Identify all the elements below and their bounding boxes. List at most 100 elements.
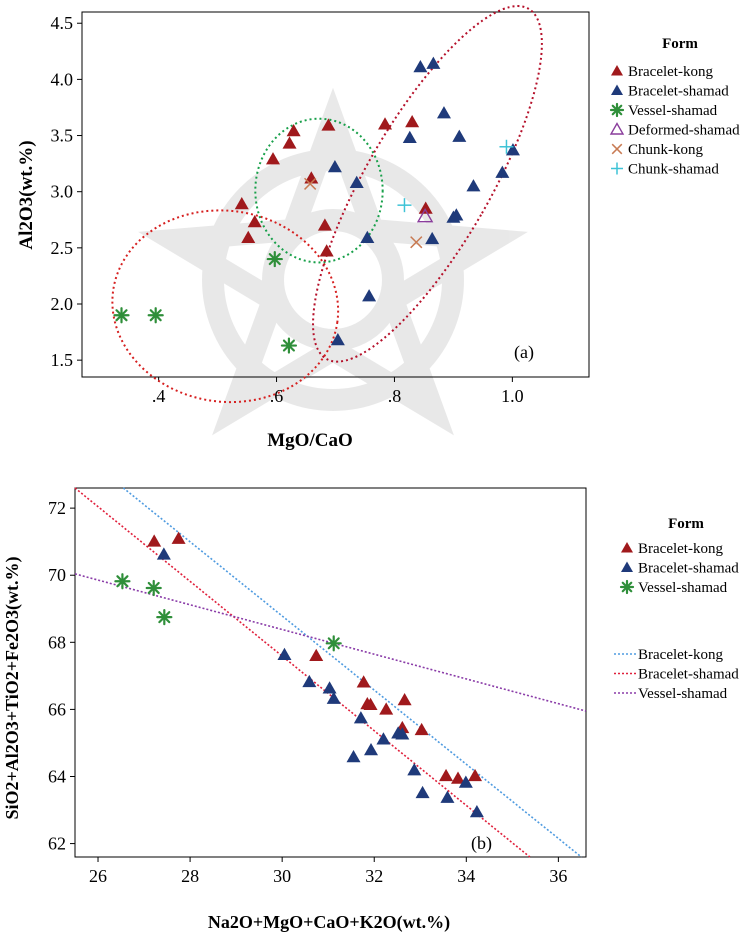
point-deformed-shamad	[416, 207, 434, 223]
point-bracelet-kong	[379, 702, 394, 715]
panel-b-x-label: Na2O+MgO+CaO+K2O(wt.%)	[208, 912, 450, 933]
point-bracelet-kong	[360, 697, 375, 710]
point-vessel-shamad-stroke	[149, 309, 162, 322]
group-ellipse-2	[254, 117, 384, 264]
point-bracelet-kong	[468, 768, 483, 782]
legend-marker-chunk-kong-stroke	[611, 143, 623, 155]
point-vessel-shamad	[113, 307, 130, 324]
point-bracelet-kong	[171, 531, 186, 544]
legend-marker-bracelet-kong	[621, 542, 633, 553]
point-bracelet-shamad	[469, 805, 484, 818]
panel-a-axes: .4 .6 .8 1.0 1.5 2.0 2.5 3.0 3.5 4.0 4.5	[51, 13, 524, 406]
x-tick-label: 1.0	[501, 386, 524, 406]
point-vessel-shamad	[145, 579, 162, 597]
panel-a-points	[113, 56, 520, 354]
point-vessel-shamad-stroke	[158, 611, 171, 624]
point-bracelet-shamad	[466, 179, 481, 192]
trend-line-bracelet-shamad	[74, 487, 531, 858]
y-tick-label: 2.5	[51, 238, 74, 258]
y-tick-label: 1.5	[51, 350, 74, 370]
y-tick-label: 70	[48, 565, 66, 585]
point-vessel-shamad	[156, 609, 173, 626]
point-bracelet-shamad	[505, 143, 520, 156]
point-bracelet-kong	[405, 115, 420, 128]
x-tick-label: .8	[388, 386, 402, 406]
point-bracelet-shamad	[349, 175, 364, 188]
y-tick-label: 64	[48, 766, 66, 786]
point-bracelet-kong	[356, 675, 371, 688]
point-bracelet-kong	[309, 648, 324, 661]
watermark-emblem	[138, 87, 528, 436]
point-bracelet-shamad	[495, 165, 510, 178]
legend-marker-vessel-shamad	[609, 102, 625, 118]
panel-b-y-label: SiO2+Al2O3+TiO2+Fe2O3(wt.%)	[2, 557, 23, 820]
panel-b-points	[114, 531, 484, 818]
panel-a-y-label: Al2O3(wt.%)	[16, 140, 37, 249]
panel-a-legend-title: Form	[662, 36, 698, 52]
point-bracelet-kong	[147, 534, 162, 547]
point-vessel-shamad-stroke	[147, 581, 160, 595]
legend-marker-vessel-shamad	[619, 579, 635, 595]
panel-b-axes: 26 28 30 32 34 36 62 64 66 68 70 72	[48, 498, 567, 886]
panel-a-frame	[81, 11, 590, 378]
legend-marker-deformed-shamad	[609, 122, 625, 135]
point-chunk-kong	[304, 177, 317, 190]
point-bracelet-shamad	[327, 159, 342, 173]
point-vessel-shamad-stroke	[115, 309, 128, 322]
point-bracelet-kong	[321, 118, 336, 131]
y-tick-label: 4.5	[51, 13, 74, 33]
panel-a-x-label: MgO/CaO	[267, 430, 353, 451]
point-vessel-shamad	[266, 250, 283, 268]
point-bracelet-shamad	[407, 763, 422, 776]
line-legend-label-vessel-shamad: Vessel-shamad	[638, 686, 728, 702]
point-bracelet-shamad	[436, 106, 451, 119]
legend-label-chunk-shamad: Chunk-shamad	[628, 162, 719, 178]
point-bracelet-shamad	[326, 691, 341, 704]
point-bracelet-kong	[451, 771, 466, 784]
point-vessel-shamad	[147, 307, 164, 324]
panel-b-legend-title: Form	[668, 516, 704, 532]
point-vessel-shamad-stroke	[116, 575, 129, 588]
point-bracelet-shamad	[440, 790, 455, 803]
legend-marker-bracelet-kong	[611, 65, 623, 76]
point-bracelet-shamad	[353, 711, 368, 724]
point-bracelet-shamad	[449, 208, 464, 221]
y-tick-label: 3.5	[51, 126, 74, 146]
legend-label-chunk-kong: Chunk-kong	[628, 142, 704, 158]
x-tick-label: 30	[273, 866, 291, 886]
point-chunk-shamad	[397, 198, 412, 213]
y-tick-label: 72	[48, 498, 66, 518]
panel-a-legend: Form Bracelet-kong Bracelet-shamad Vessel-…	[609, 36, 740, 178]
point-bracelet-kong	[317, 218, 332, 231]
legend-marker-chunk-shamad	[611, 162, 623, 175]
line-legend-label-bracelet-kong: Bracelet-kong	[638, 647, 723, 663]
point-chunk-kong	[410, 236, 423, 249]
point-bracelet-kong	[286, 124, 301, 137]
point-bracelet-kong	[378, 117, 393, 130]
point-bracelet-shamad	[458, 775, 473, 788]
legend-marker-vessel-shamad-stroke	[611, 104, 623, 116]
panel-b-legend: Form Bracelet-kong Bracelet-shamad Vessel-…	[619, 516, 739, 596]
legend-label-bracelet-shamad: Bracelet-shamad	[628, 84, 729, 100]
point-bracelet-kong	[241, 230, 256, 243]
x-tick-label: 26	[89, 866, 107, 886]
y-tick-label: 2.0	[51, 294, 74, 314]
point-bracelet-shamad	[156, 547, 171, 560]
panel-b-line-legend: Bracelet-kong Bracelet-shamad Vessel-shama…	[614, 647, 739, 702]
point-bracelet-shamad	[277, 647, 292, 660]
y-tick-label: 4.0	[51, 69, 74, 89]
legend-label-vessel-shamad: Vessel-shamad	[628, 103, 718, 119]
legend-label-bracelet-kong: Bracelet-kong	[638, 541, 723, 557]
point-bracelet-shamad	[302, 674, 317, 688]
x-tick-label: 34	[457, 866, 475, 886]
legend-label-vessel-shamad: Vessel-shamad	[638, 580, 728, 596]
panel-b: 26 28 30 32 34 36 62 64 66 68 70 72 (b) Na2O+MgO+Ca…	[2, 487, 739, 933]
point-bracelet-kong	[247, 215, 262, 228]
legend-label-bracelet-kong: Bracelet-kong	[628, 64, 713, 80]
legend-label-bracelet-shamad: Bracelet-shamad	[638, 561, 739, 577]
panel-b-label: (b)	[471, 833, 492, 854]
line-legend-label-bracelet-shamad: Bracelet-shamad	[638, 667, 739, 683]
legend-marker-bracelet-shamad	[611, 84, 623, 95]
panel-a-label: (a)	[514, 342, 534, 363]
legend-marker-chunk-kong	[611, 143, 623, 155]
